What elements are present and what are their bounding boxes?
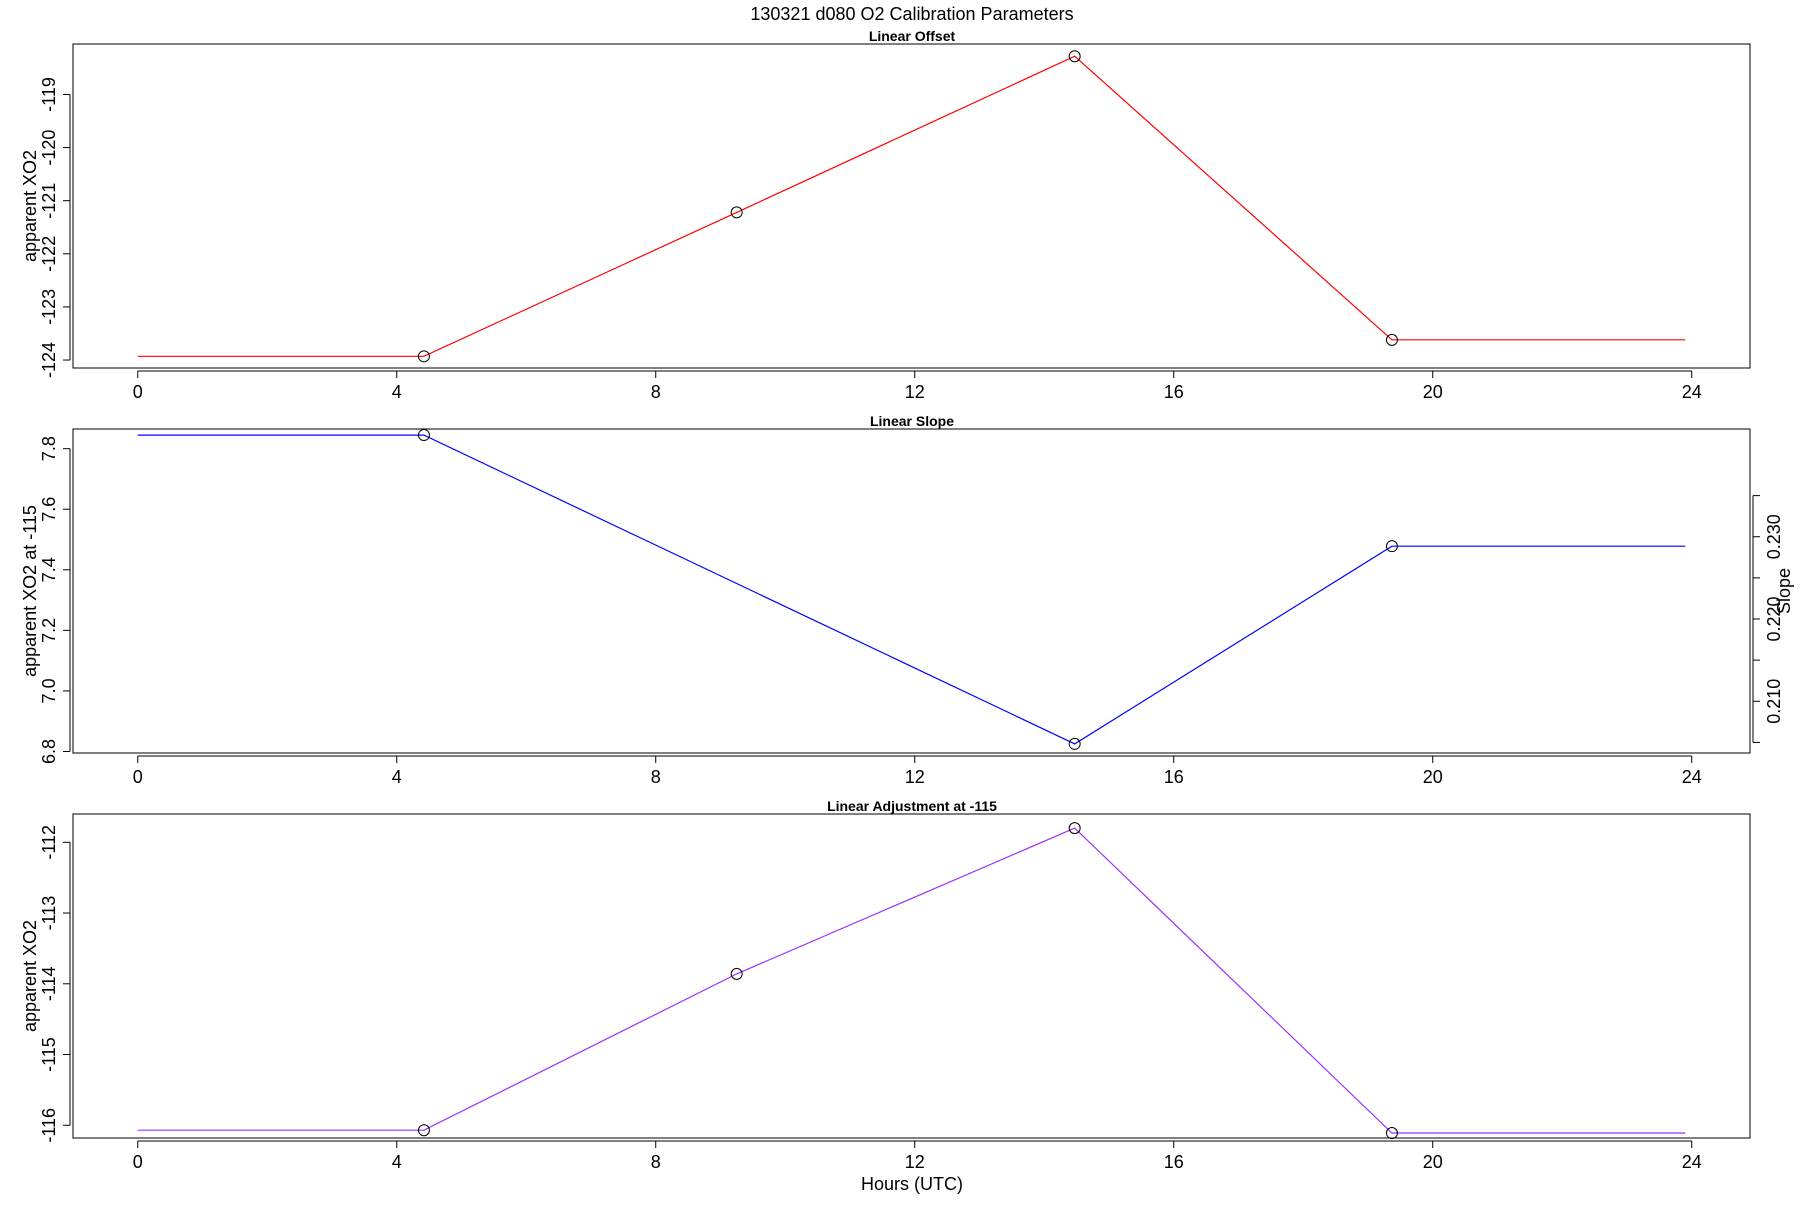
panel-2-x-tick-label: 24 xyxy=(1682,767,1702,787)
panel-1-data-point xyxy=(417,350,430,363)
panel-1-data-point xyxy=(1385,333,1398,346)
panel-3-data-point xyxy=(1385,1127,1398,1140)
panel-3-y-tick-label: -114 xyxy=(39,966,59,1001)
panel-2-x-tick-label: 4 xyxy=(392,767,402,787)
panel-1-y-tick-label: -124 xyxy=(39,342,59,378)
panel-2-data-point xyxy=(1068,737,1081,750)
panel-2-y2-tick-label: 0.230 xyxy=(1764,514,1784,559)
panel-2-y-axis-title: apparent XO2 at -115 xyxy=(20,505,40,677)
panel-3-frame xyxy=(72,813,1751,1139)
panel-2-x-tick-label: 8 xyxy=(651,767,661,787)
panel-1-x-tick-label: 0 xyxy=(133,382,143,402)
panel-3-y-tick-label: -116 xyxy=(39,1108,59,1143)
panel-3-data-point xyxy=(1068,822,1081,835)
panel-2-y-tick-label: 7.6 xyxy=(39,497,59,522)
panel-2-y-tick-label: 7.4 xyxy=(39,557,59,582)
panel-2-y2-tick-label: 0.210 xyxy=(1764,679,1784,724)
panel-2-y-tick-label: 6.8 xyxy=(39,739,59,764)
panel-1-x-tick-label: 12 xyxy=(905,382,925,402)
panel-3-x-tick-label: 24 xyxy=(1682,1152,1702,1172)
panel-1-x-tick-label: 24 xyxy=(1682,382,1702,402)
figure-title: 130321 d080 O2 Calibration Parameters xyxy=(750,4,1073,24)
panel-1-x-tick-label: 20 xyxy=(1423,382,1443,402)
panel-1-y-tick-label: -120 xyxy=(39,130,59,166)
panel-3-y-tick-label: -112 xyxy=(39,825,59,860)
panel-1-y-tick-label: -119 xyxy=(39,77,59,112)
panel-3-y-axis-title: apparent XO2 xyxy=(20,920,40,1032)
panel-2-x-tick-label: 12 xyxy=(905,767,925,787)
panel-2-x-tick-label: 16 xyxy=(1164,767,1184,787)
panel-1-series-line xyxy=(137,55,1686,357)
panel-1-title: Linear Offset xyxy=(869,28,956,44)
panel-2-title: Linear Slope xyxy=(870,413,954,429)
panel-2-y2-tick-label: 0.220 xyxy=(1764,596,1784,641)
panel-3-data-point xyxy=(730,967,743,980)
panel-1-x-tick-label: 4 xyxy=(392,382,402,402)
panel-2-y-tick-label: 7.8 xyxy=(39,436,59,461)
panel-2-x-tick-label: 0 xyxy=(133,767,143,787)
panel-2-y2-axis-title: Slope xyxy=(1774,568,1794,614)
panel-1-y-tick-label: -123 xyxy=(39,289,59,325)
panel-1-y-tick-label: -122 xyxy=(39,236,59,272)
panel-1-y-tick-label: -121 xyxy=(39,183,59,219)
panel-2-series-line xyxy=(137,434,1686,745)
panel-1-data-point xyxy=(1068,50,1081,63)
panel-3-title: Linear Adjustment at -115 xyxy=(827,798,997,814)
panel-1-data-point xyxy=(730,206,743,219)
panel-3-x-tick-label: 8 xyxy=(651,1152,661,1172)
panel-3-x-tick-label: 4 xyxy=(392,1152,402,1172)
panel-3-x-tick-label: 12 xyxy=(905,1152,925,1172)
panel-2-x-tick-label: 20 xyxy=(1423,767,1443,787)
panel-3-x-tick-label: 16 xyxy=(1164,1152,1184,1172)
x-axis-label: Hours (UTC) xyxy=(861,1174,963,1194)
panel-1-x-tick-label: 16 xyxy=(1164,382,1184,402)
panel-2-y-tick-label: 7.0 xyxy=(39,678,59,703)
panel-1-x-tick-label: 8 xyxy=(651,382,661,402)
panel-1-frame xyxy=(72,43,1751,369)
panel-3-y-tick-label: -115 xyxy=(39,1037,59,1072)
panel-3-series-line xyxy=(137,827,1686,1134)
panel-2-y-tick-label: 7.2 xyxy=(39,618,59,643)
panel-2-data-point xyxy=(417,429,430,442)
panel-3-x-tick-label: 20 xyxy=(1423,1152,1443,1172)
panel-3-x-tick-label: 0 xyxy=(133,1152,143,1172)
panel-1-y-axis-title: apparent XO2 xyxy=(20,150,40,262)
panel-3-y-tick-label: -113 xyxy=(39,896,59,931)
panel-2-frame xyxy=(72,428,1751,754)
panel-2-data-point xyxy=(1385,540,1398,553)
panel-3-data-point xyxy=(417,1124,430,1137)
